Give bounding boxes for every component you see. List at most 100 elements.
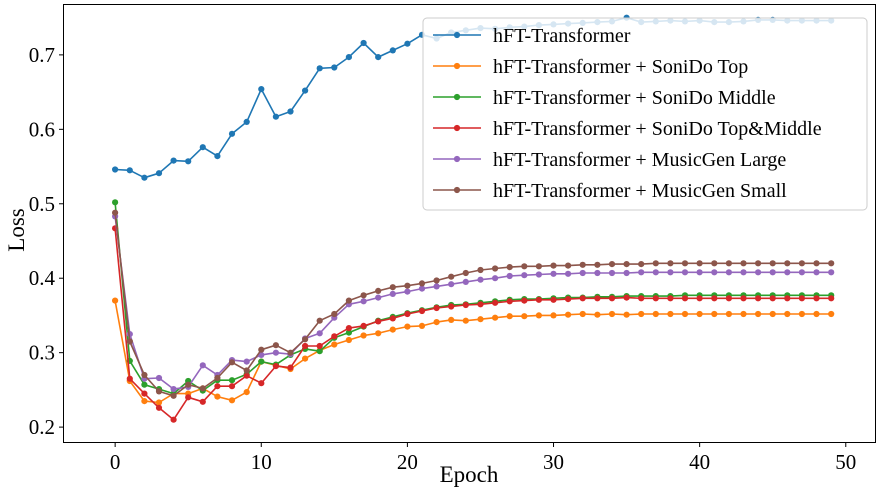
data-point	[126, 338, 133, 345]
data-point	[155, 170, 163, 177]
data-point	[623, 269, 630, 277]
data-point	[155, 404, 163, 411]
series-2	[112, 297, 835, 406]
data-point	[389, 284, 396, 291]
data-point	[813, 310, 820, 318]
data-point	[375, 294, 382, 301]
data-point	[155, 399, 163, 406]
data-point	[389, 47, 396, 54]
data-point	[535, 263, 543, 270]
data-point	[828, 310, 835, 318]
data-point	[141, 398, 148, 405]
data-point	[565, 262, 572, 269]
data-point	[243, 118, 250, 125]
data-point	[433, 277, 440, 284]
y-tick-label: 0.2	[29, 415, 55, 439]
data-point	[667, 260, 674, 267]
data-point	[462, 278, 469, 285]
data-point	[798, 269, 806, 276]
data-point	[535, 296, 543, 303]
x-tick-label: 0	[110, 450, 121, 474]
x-tick-label: 10	[251, 450, 272, 474]
data-point	[652, 310, 659, 318]
data-point	[535, 312, 543, 319]
data-point	[652, 260, 659, 267]
data-point	[550, 312, 557, 319]
legend-label: hFT-Transformer + SoniDo Top&Middle	[493, 118, 822, 140]
data-point	[418, 307, 426, 315]
data-point	[784, 310, 791, 318]
y-tick-label: 0.5	[29, 192, 55, 216]
data-point	[550, 262, 557, 269]
legend-item: hFT-Transformer + MusicGen Large	[433, 149, 786, 171]
data-point	[272, 349, 279, 356]
data-point	[608, 310, 616, 318]
data-point	[638, 269, 645, 276]
data-point	[214, 383, 221, 390]
y-tick-label: 0.3	[29, 341, 55, 365]
data-point	[448, 273, 455, 280]
y-tick-label: 0.7	[29, 43, 55, 67]
data-point	[828, 269, 835, 276]
data-point	[433, 283, 440, 290]
legend-swatch-marker	[453, 186, 461, 194]
data-point	[813, 295, 820, 302]
data-point	[623, 311, 630, 318]
data-point	[272, 113, 279, 120]
data-point	[667, 295, 674, 302]
data-point	[696, 269, 703, 276]
data-point	[258, 380, 265, 387]
data-point	[579, 261, 586, 268]
legend-item: hFT-Transformer + SoniDo Top	[433, 56, 748, 78]
data-point	[579, 269, 586, 277]
data-point	[302, 355, 309, 362]
data-point	[170, 157, 177, 164]
data-point	[272, 363, 279, 370]
legend-label: hFT-Transformer + MusicGen Small	[493, 180, 787, 202]
data-point	[360, 322, 367, 329]
data-point	[623, 261, 630, 268]
data-point	[112, 166, 119, 173]
data-point	[287, 108, 294, 115]
data-point	[199, 362, 206, 369]
data-point	[258, 346, 265, 353]
data-point	[243, 358, 250, 365]
data-point	[345, 54, 352, 61]
series-line	[114, 300, 832, 404]
data-point	[141, 174, 148, 181]
data-point	[141, 390, 148, 397]
legend-swatch-marker	[453, 93, 461, 101]
data-point	[418, 280, 426, 287]
data-point	[594, 311, 601, 318]
data-point	[711, 260, 718, 267]
data-point	[798, 310, 806, 318]
data-point	[287, 364, 294, 371]
data-point	[579, 310, 586, 318]
data-point	[418, 285, 426, 292]
data-point	[170, 386, 177, 393]
data-point	[681, 310, 689, 318]
data-point	[360, 298, 367, 305]
data-point	[565, 311, 572, 318]
data-point	[199, 385, 206, 392]
data-point	[170, 416, 177, 423]
data-point	[462, 301, 469, 309]
series-layer	[112, 14, 835, 423]
legend-item: hFT-Transformer + SoniDo Top&Middle	[433, 118, 822, 140]
data-point	[331, 64, 338, 71]
data-point	[521, 313, 528, 320]
data-point	[667, 310, 674, 318]
legend-item: hFT-Transformer + MusicGen Small	[433, 180, 787, 202]
series-4	[112, 225, 835, 423]
data-point	[492, 314, 499, 321]
data-point	[550, 296, 557, 303]
data-point	[345, 297, 352, 304]
legend-label: hFT-Transformer + MusicGen Large	[493, 149, 786, 171]
data-point	[433, 304, 440, 312]
data-point	[389, 315, 396, 322]
data-point	[492, 275, 499, 282]
data-point	[769, 295, 776, 302]
data-point	[316, 342, 323, 350]
data-point	[316, 317, 323, 324]
data-point	[185, 158, 192, 165]
